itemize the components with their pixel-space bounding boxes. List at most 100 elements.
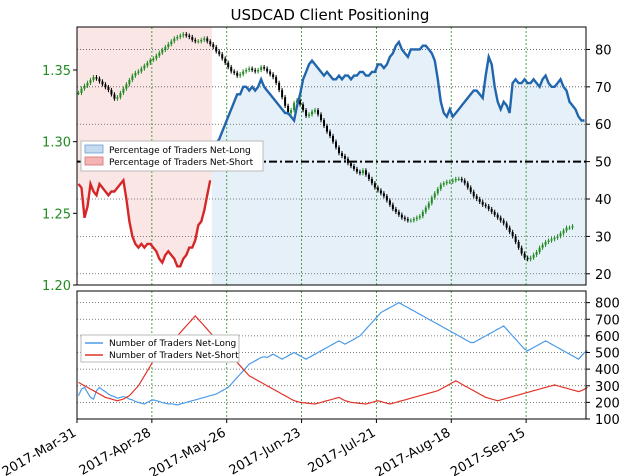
lower-right-tick-label-5: 600 — [595, 330, 620, 345]
net-long-pct-band — [262, 86, 266, 286]
price-candle-body — [496, 214, 499, 218]
price-candle-body — [263, 67, 266, 69]
price-candle-body — [571, 226, 574, 228]
price-candle-body — [427, 203, 430, 208]
net-long-pct-band — [373, 71, 377, 285]
lower-right-tick-label-2: 300 — [595, 380, 620, 395]
net-long-pct-band — [544, 75, 548, 285]
net-short-pct-band — [199, 27, 203, 222]
price-candle-body — [478, 199, 481, 202]
net-long-pct-band — [577, 116, 581, 285]
price-candle-body — [125, 84, 128, 89]
price-candle-body — [454, 178, 457, 181]
price-candle-body — [382, 193, 385, 197]
upper-left-tick-label-0: 1.20 — [42, 279, 71, 294]
net-short-pct-band — [205, 27, 209, 196]
price-candle-body — [526, 257, 529, 260]
net-long-pct-band — [337, 75, 341, 285]
net-short-pct-band — [187, 27, 191, 248]
net-long-pct-band — [538, 86, 542, 286]
price-candle-body — [230, 67, 233, 72]
price-candle-body — [209, 41, 212, 45]
net-long-pct-band — [553, 86, 557, 286]
net-long-pct-band — [403, 53, 407, 285]
net-long-pct-band — [445, 116, 449, 285]
net-short-pct-band — [202, 27, 206, 211]
price-candle-body — [311, 111, 314, 115]
net-long-pct-band — [406, 56, 410, 286]
net-long-pct-band — [514, 79, 518, 285]
net-long-pct-band — [424, 45, 428, 286]
price-candle-body — [302, 104, 305, 111]
net-short-pct-band — [94, 27, 99, 196]
upper-right-tick-label-1: 30 — [595, 230, 612, 245]
net-short-pct-band — [142, 27, 147, 248]
price-candle-body — [293, 102, 296, 111]
price-candle-body — [397, 211, 400, 215]
net-short-pct-band — [136, 27, 141, 248]
price-candle-body — [266, 68, 269, 72]
net-long-pct-band — [571, 105, 575, 286]
lower-right-tick-label-3: 400 — [595, 363, 620, 378]
price-candle-body — [442, 183, 445, 185]
lower-legend-box — [80, 334, 240, 363]
net-long-pct-band — [319, 71, 323, 285]
price-candle-body — [559, 233, 562, 237]
upper-panel: 1.20 1.25 1.30 1.35 20 30 40 50 60 70 80 Percenta… — [42, 26, 612, 294]
price-candle-body — [562, 230, 565, 234]
net-short-pct-band — [145, 27, 150, 244]
price-candle-body — [329, 131, 332, 136]
price-candle-body — [101, 81, 104, 85]
x-tick-label-0: 2017-Mar-31 — [0, 425, 79, 476]
net-short-pct-band — [91, 27, 96, 192]
price-candle-body — [508, 227, 511, 232]
net-long-pct-band — [541, 79, 545, 285]
price-candle-body — [203, 38, 206, 40]
lower-right-tick-label-4: 500 — [595, 347, 620, 362]
net-long-pct-band — [409, 49, 413, 285]
price-candle-body — [505, 223, 508, 228]
net-long-pct-band — [352, 75, 356, 285]
net-long-pct-band — [487, 56, 491, 286]
price-candle-body — [95, 77, 98, 79]
price-candle-body — [254, 70, 257, 72]
price-candle-body — [391, 204, 394, 210]
net-long-pct-band — [529, 83, 533, 285]
upper-plot-frame — [76, 26, 587, 286]
price-candle-body — [272, 74, 275, 78]
net-long-pct-band — [394, 45, 398, 286]
price-candle-body — [314, 110, 317, 112]
price-candle-body — [143, 65, 146, 69]
price-candles — [77, 32, 574, 262]
price-candle-body — [421, 211, 424, 217]
net-long-pct-band — [466, 98, 470, 285]
net-long-pct-band — [457, 109, 461, 286]
upper-legend-box — [80, 140, 264, 172]
price-candle-body — [257, 70, 260, 72]
net-long-pct-band — [520, 83, 524, 285]
lower-right-tick-label-0: 100 — [595, 413, 620, 428]
net-short-pct-band — [77, 27, 81, 185]
price-candle-body — [403, 217, 406, 220]
net-long-pct-band — [322, 75, 326, 285]
price-candle-body — [379, 190, 382, 194]
price-candle-body — [161, 49, 164, 53]
net-long-pct-band — [496, 101, 500, 285]
net-long-pct-band — [232, 101, 236, 285]
price-candle-body — [278, 82, 281, 91]
price-candle-body — [544, 242, 547, 245]
price-candle-body — [200, 39, 203, 42]
price-candle-body — [275, 77, 278, 83]
price-candle-body — [529, 257, 532, 260]
price-candle-body — [541, 244, 544, 248]
price-candle-body — [86, 82, 89, 86]
net-long-pct-band — [250, 86, 254, 286]
net-long-pct-band — [265, 90, 269, 285]
price-candle-body — [364, 170, 367, 175]
price-candle-body — [194, 39, 197, 42]
price-candle-body — [361, 170, 364, 174]
net-short-pct-band — [97, 27, 102, 185]
price-candle-body — [433, 193, 436, 198]
price-candle-body — [308, 114, 311, 116]
price-candle-body — [514, 236, 517, 242]
